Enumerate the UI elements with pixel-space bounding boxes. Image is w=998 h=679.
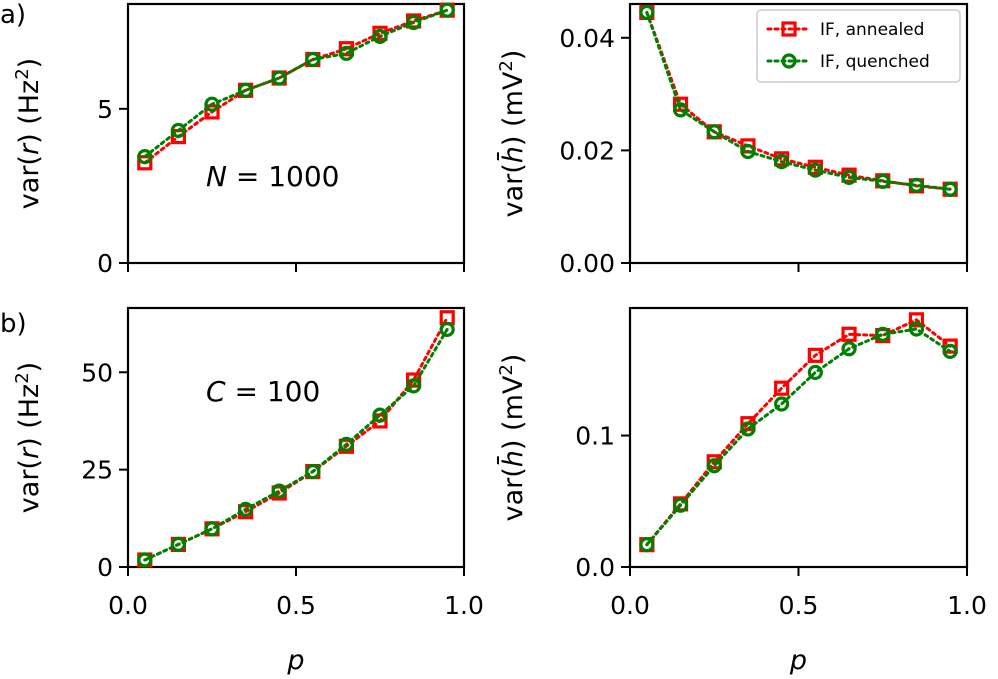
panel-annotation: C = 100 [206, 375, 320, 408]
data-point-quenched [875, 173, 891, 189]
y-axis-label: var(r) (Hz2) [12, 58, 46, 209]
y-tick-label: 0.02 [559, 136, 615, 165]
data-point-quenched [639, 537, 655, 553]
data-point-quenched [672, 497, 689, 513]
y-tick-label: 50 [81, 358, 113, 387]
series-annealed [137, 2, 455, 171]
data-point-quenched [439, 321, 455, 338]
data-point-quenched [740, 421, 756, 437]
data-point-annealed [908, 312, 925, 328]
x-tick-label: 0.5 [276, 591, 316, 620]
data-point-quenched [204, 521, 220, 537]
series-line-annealed [645, 318, 952, 547]
data-point-quenched [807, 364, 823, 381]
data-point-quenched [706, 458, 722, 474]
series-quenched [639, 321, 958, 553]
x-tick-label: 0.0 [610, 591, 650, 620]
panel-annotation: N = 1000 [206, 160, 339, 193]
axes-frame [628, 306, 969, 569]
x-axis-label: p [286, 645, 304, 676]
data-point-quenched [271, 483, 287, 499]
data-point-quenched [338, 45, 354, 61]
series-line-annealed [143, 8, 449, 165]
y-axis-label: var(r) (Hz2) [12, 362, 46, 513]
series-line-quenched [143, 8, 449, 159]
x-tick-label: 0.0 [108, 591, 148, 620]
data-point-quenched [305, 51, 321, 68]
data-point-quenched [942, 181, 958, 197]
series-line-annealed [143, 316, 449, 562]
legend: IF, annealed IF, quenched [756, 9, 961, 83]
y-axis-label: var(h̄) (mV2) [496, 50, 530, 218]
data-point-quenched [204, 96, 220, 112]
panel-bottom-left: 0 25 50 0.0 0.5 1.0 var(r) (Hz2) p b) C = 100 [0, 306, 484, 676]
data-point-quenched [841, 341, 857, 357]
data-point-quenched [406, 14, 422, 31]
data-point-quenched [639, 4, 655, 21]
data-point-annealed [774, 380, 790, 396]
series-annealed [639, 312, 958, 553]
panel-bottom-right: 0.0 0.1 0.0 0.5 1.0 var(h̄) (mV2) p [496, 306, 987, 676]
data-point-quenched [740, 143, 756, 160]
data-point-quenched [238, 501, 254, 517]
data-point-quenched [672, 102, 689, 118]
data-point-annealed [841, 326, 857, 342]
panel-top-right: 0.00 0.02 0.04 var(h̄) (mV2) [496, 2, 969, 278]
x-tick-label: 1.0 [947, 591, 987, 620]
y-tick-label: 5 [97, 95, 113, 124]
data-point-quenched [238, 82, 254, 98]
data-point-quenched [305, 463, 321, 480]
data-point-quenched [372, 407, 388, 423]
panel-label: b) [0, 309, 27, 339]
x-tick-label: 1.0 [444, 591, 484, 620]
series-quenched [137, 321, 455, 568]
panel-top-left: 0 5 var(r) (Hz2) a) N = 1000 [0, 0, 466, 278]
data-point-quenched [774, 154, 790, 170]
data-point-quenched [338, 436, 354, 452]
data-point-quenched [942, 343, 958, 359]
y-tick-label: 0.00 [559, 249, 615, 278]
panel-label: a) [0, 0, 26, 30]
x-tick-label: 0.5 [779, 591, 819, 620]
y-tick-label: 25 [81, 456, 113, 485]
data-point-quenched [170, 122, 186, 139]
series-line-quenched [143, 327, 449, 562]
data-point-quenched [170, 536, 186, 553]
legend-label: IF, quenched [820, 52, 930, 72]
legend-box [756, 9, 961, 83]
data-point-quenched [774, 396, 790, 412]
x-axis-label: p [789, 645, 807, 676]
data-point-quenched [706, 124, 722, 140]
y-tick-label: 0 [97, 553, 113, 582]
legend-label: IF, annealed [820, 20, 924, 40]
legend-marker-quenched [781, 53, 797, 69]
legend-marker-annealed [781, 21, 797, 37]
data-point-quenched [406, 378, 422, 394]
data-point-annealed [672, 96, 689, 112]
data-point-quenched [439, 2, 455, 18]
data-point-quenched [137, 552, 153, 568]
y-axis-label: var(h̄) (mV2) [496, 354, 530, 522]
axes-frame [126, 306, 466, 569]
data-point-annealed [807, 347, 823, 363]
y-tick-label: 0.04 [559, 24, 615, 53]
y-tick-label: 0 [97, 249, 113, 278]
axes-frame [126, 2, 466, 265]
data-point-quenched [372, 28, 388, 44]
data-point-quenched [908, 321, 925, 337]
data-point-quenched [841, 169, 857, 186]
series-line-quenched [645, 10, 952, 191]
data-point-quenched [875, 326, 891, 342]
series-quenched [639, 4, 958, 197]
series-line-quenched [645, 327, 952, 547]
y-tick-label: 0.1 [575, 422, 615, 451]
series-quenched [137, 2, 455, 165]
data-point-quenched [271, 70, 287, 86]
series-annealed [137, 310, 455, 568]
y-tick-label: 0.0 [575, 553, 615, 582]
data-point-quenched [137, 149, 153, 165]
data-point-quenched [807, 162, 823, 178]
data-point-quenched [908, 177, 925, 193]
